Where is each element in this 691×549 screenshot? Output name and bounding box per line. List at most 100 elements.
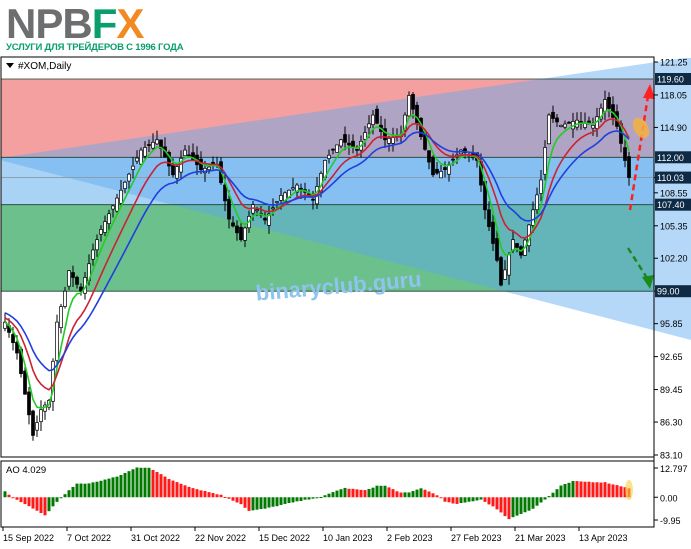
- candle-body: [263, 217, 267, 221]
- candle: [551, 105, 555, 123]
- ao-bar: [415, 489, 419, 498]
- ao-bar: [551, 492, 555, 498]
- candle: [503, 260, 507, 281]
- candle: [35, 415, 39, 437]
- candle: [59, 303, 63, 334]
- ao-bar: [159, 474, 163, 498]
- candle: [227, 190, 231, 229]
- ao-bar: [251, 497, 255, 511]
- candle-body: [71, 272, 75, 278]
- ao-bar: [307, 497, 311, 500]
- candle-body: [155, 139, 159, 145]
- candle-body: [591, 125, 595, 129]
- candle-body: [511, 239, 515, 251]
- candle-body: [463, 148, 467, 154]
- candle-body: [339, 139, 343, 147]
- date-tick-label: 15 Dec 2022: [259, 533, 310, 543]
- ao-bar: [499, 497, 503, 513]
- candle-body: [35, 422, 39, 431]
- ao-bar: [63, 494, 67, 498]
- ao-bar: [267, 497, 271, 508]
- candle: [375, 105, 379, 125]
- price-tick-label: 95.85: [660, 319, 683, 329]
- candle-body: [531, 209, 535, 226]
- candle-body: [227, 198, 231, 220]
- ao-bar: [599, 482, 603, 498]
- ao-bar: [219, 494, 223, 498]
- ao-bar: [259, 497, 263, 510]
- candle: [115, 193, 119, 213]
- ao-bar: [303, 497, 307, 500]
- candle-body: [367, 123, 371, 129]
- ao-bar: [571, 481, 575, 498]
- ao-bar: [243, 497, 247, 508]
- ao-bar: [23, 497, 27, 505]
- ao-bar: [103, 479, 107, 498]
- candle-body: [559, 125, 563, 127]
- ao-bar: [475, 497, 479, 501]
- candle-body: [79, 286, 83, 292]
- candle: [231, 216, 235, 228]
- ao-bar: [595, 482, 599, 498]
- ao-bar: [459, 497, 463, 504]
- ao-bar: [531, 497, 535, 509]
- price-tag-label: 107.40: [657, 200, 685, 210]
- ao-bar: [399, 492, 403, 498]
- ao-bar: [503, 497, 507, 517]
- ao-bar: [187, 486, 191, 498]
- dropdown-triangle-icon[interactable]: [6, 63, 14, 68]
- candle-body: [175, 166, 179, 179]
- candle-body: [375, 108, 379, 124]
- candle: [419, 117, 423, 140]
- candle: [71, 265, 75, 287]
- candle-body: [427, 150, 431, 163]
- price-tick-label: 92.65: [660, 352, 683, 362]
- ao-bar: [271, 497, 275, 507]
- candle: [439, 164, 443, 179]
- ao-bar: [535, 497, 539, 506]
- ao-bar: [311, 497, 315, 499]
- ao-tick-label: 0.00: [660, 493, 678, 503]
- ao-bar: [423, 489, 427, 498]
- candle-body: [543, 147, 547, 175]
- ao-bar: [511, 497, 515, 518]
- candle-body: [27, 391, 31, 416]
- price-tick-label: 108.55: [660, 188, 688, 198]
- candle-body: [171, 164, 175, 176]
- chart-title: #XOM,Daily: [18, 61, 71, 72]
- ao-panel-frame: [0, 460, 655, 528]
- candle-body: [127, 173, 131, 182]
- ao-bar: [275, 497, 279, 507]
- candle: [187, 145, 191, 157]
- candle-body: [355, 149, 359, 151]
- ao-bar: [95, 481, 99, 498]
- ao-bar: [115, 476, 119, 498]
- candle-body: [107, 213, 111, 225]
- candle-body: [439, 171, 443, 179]
- ao-bar: [99, 480, 103, 498]
- ao-bar: [435, 495, 439, 498]
- price-tag-label: 112.00: [657, 153, 684, 163]
- ao-bar: [515, 497, 519, 516]
- ao-bar: [419, 488, 423, 498]
- candle-body: [11, 334, 15, 344]
- ao-bar: [107, 478, 111, 498]
- candle: [127, 172, 131, 191]
- candle: [99, 225, 103, 242]
- ao-bar: [35, 497, 39, 511]
- candle-body: [55, 321, 59, 361]
- arrow-head-up-icon: [643, 84, 655, 99]
- ao-bar: [151, 469, 155, 498]
- candle: [95, 234, 99, 257]
- price-tick-label: 114.90: [660, 123, 687, 133]
- candle-body: [99, 229, 103, 235]
- candle: [443, 161, 447, 178]
- ao-bar: [347, 488, 351, 498]
- candle: [75, 275, 79, 289]
- candle-body: [135, 157, 139, 162]
- logo-tagline: УСЛУГИ ДЛЯ ТРЕЙДЕРОВ С 1996 ГОДА: [6, 42, 184, 53]
- ao-bar: [211, 493, 215, 498]
- ao-bar: [171, 480, 175, 498]
- candle-body: [115, 197, 119, 212]
- candle: [31, 409, 35, 441]
